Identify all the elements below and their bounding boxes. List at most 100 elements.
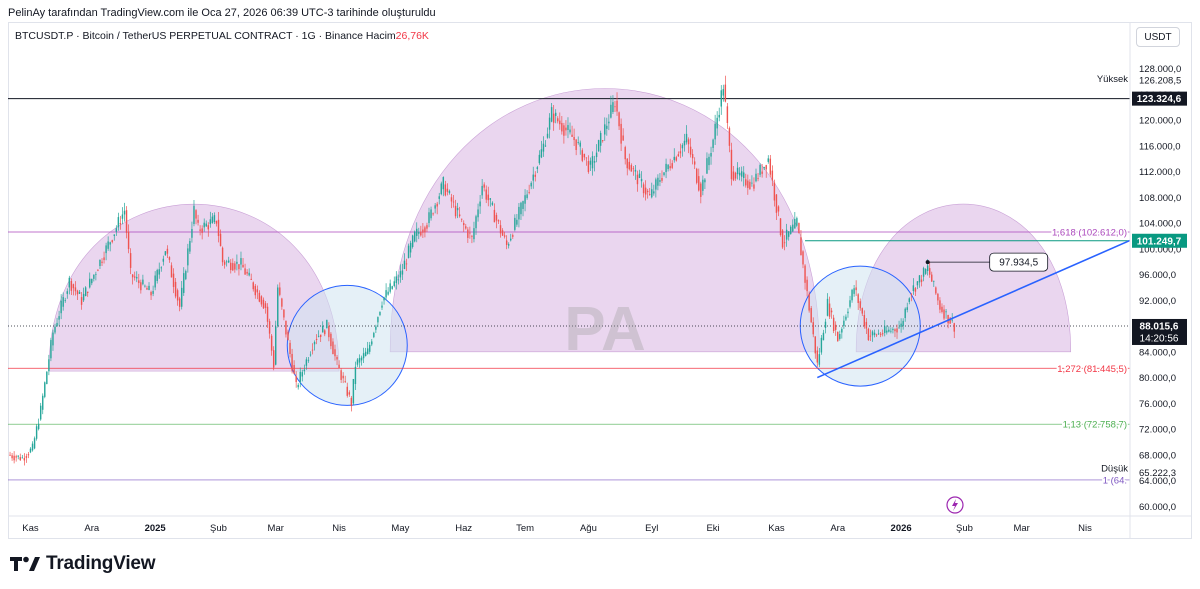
candle-body	[362, 353, 365, 359]
x-tick-label: Mar	[1013, 523, 1029, 534]
candle-body	[326, 319, 328, 329]
candle-body	[540, 149, 543, 158]
symbol-header[interactable]: BTCUSDT.P · Bitcoin / TetherUS PERPETUAL…	[15, 30, 429, 42]
candle-body	[728, 128, 731, 146]
candle-body	[773, 182, 776, 201]
x-tick-label: Kas	[768, 523, 785, 534]
volume-label: Hacim	[365, 30, 396, 42]
candle-body	[781, 230, 784, 248]
candle-body	[244, 268, 246, 275]
candle-body	[46, 371, 48, 385]
x-tick-label: Eyl	[645, 523, 658, 534]
candle-body	[422, 229, 424, 233]
candle-body	[548, 117, 551, 130]
x-tick-label: 2025	[145, 523, 167, 534]
candle-body	[763, 166, 765, 169]
candle-body	[291, 353, 293, 371]
candle-body	[467, 229, 469, 238]
candle-body	[691, 154, 694, 159]
candle-body	[295, 376, 297, 383]
x-tick-label: Kas	[22, 523, 39, 534]
candle-body	[726, 106, 729, 123]
candle-body	[667, 164, 669, 170]
candle-body	[111, 240, 113, 242]
candle-body	[593, 161, 596, 163]
y-tick-label: 100.000,0	[1139, 244, 1181, 255]
candle-body	[393, 281, 395, 287]
candle-body	[475, 216, 477, 229]
candle-body	[767, 158, 769, 162]
candle-body	[886, 330, 888, 333]
candle-body	[136, 276, 138, 279]
chart-frame	[8, 22, 1192, 539]
candle-body	[342, 375, 344, 379]
currency-button[interactable]: USDT	[1136, 27, 1180, 47]
candle-body	[246, 271, 248, 274]
candle-body	[916, 281, 919, 286]
candle-body	[687, 139, 690, 145]
candle-body	[708, 156, 710, 166]
candle-body	[761, 171, 763, 174]
candle-body	[581, 150, 583, 161]
chart-caption: PelinAy tarafından TradingView.com ile O…	[8, 7, 436, 19]
candle-body	[317, 335, 320, 337]
candle-body	[31, 443, 34, 451]
candle-body	[779, 218, 782, 235]
candle-body	[573, 137, 575, 141]
candle-body	[430, 209, 432, 219]
candle-body	[910, 293, 913, 295]
candle-body	[814, 336, 816, 354]
candle-body	[391, 286, 393, 289]
candle-body	[70, 281, 73, 291]
candle-body	[473, 228, 475, 240]
candle-body	[818, 354, 821, 365]
candle-body	[117, 217, 120, 228]
candle-body	[822, 332, 825, 341]
y-tick-label: 80.000,0	[1139, 373, 1176, 384]
candle-body	[649, 194, 651, 195]
y-tick-label: 76.000,0	[1139, 399, 1176, 410]
candle-body	[86, 291, 89, 294]
candle-body	[698, 176, 700, 191]
candle-body	[156, 270, 158, 281]
candle-body	[530, 182, 532, 187]
candle-body	[898, 327, 900, 329]
candle-body	[426, 225, 428, 229]
candle-body	[800, 237, 802, 256]
candle-body	[830, 310, 833, 313]
candle-body	[460, 218, 463, 220]
candle-body	[507, 244, 510, 246]
candle-body	[632, 168, 635, 170]
candle-body	[181, 287, 183, 307]
candle-body	[681, 145, 684, 149]
candle-body	[452, 201, 455, 203]
candle-body	[266, 306, 269, 322]
candle-body	[661, 177, 663, 181]
candle-body	[892, 328, 894, 331]
candle-body	[743, 172, 745, 178]
candle-body	[477, 209, 479, 218]
callout-box	[989, 252, 1049, 272]
candle-body	[931, 274, 933, 282]
candle-body	[95, 273, 97, 275]
candle-body	[215, 220, 218, 224]
candle-body	[524, 195, 526, 204]
candle-body	[25, 456, 28, 458]
candle-body	[571, 134, 573, 137]
last-price-tag-bg	[1132, 318, 1187, 345]
candle-body	[346, 386, 348, 396]
candle-body	[254, 285, 257, 296]
candle-body	[587, 161, 590, 172]
candle-body	[567, 125, 569, 130]
candle-body	[232, 263, 234, 271]
candle-body	[164, 251, 167, 256]
tradingview-logo[interactable]: TradingView	[10, 553, 156, 575]
candle-body	[260, 296, 263, 305]
candle-body	[634, 169, 637, 172]
candle-body	[510, 238, 512, 241]
candle-body	[373, 332, 375, 338]
candle-body	[636, 174, 639, 185]
candle-body	[17, 455, 19, 457]
candle-body	[736, 167, 739, 175]
